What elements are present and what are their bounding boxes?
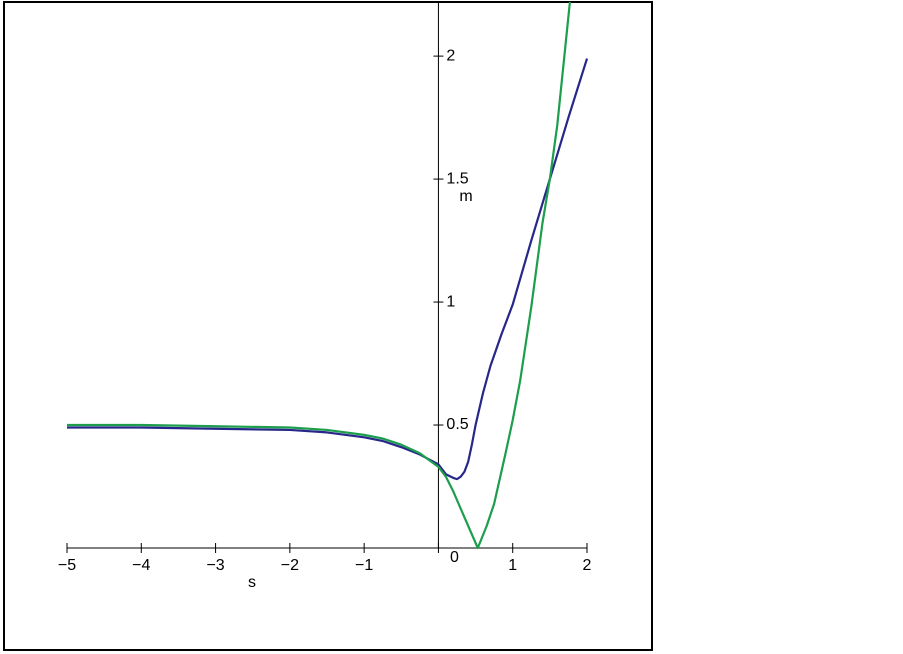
x-tick-label: −3	[206, 557, 224, 574]
x-axis-label: s	[248, 574, 256, 591]
y-tick-label: 2	[446, 47, 455, 64]
x-tick-label: −4	[132, 557, 150, 574]
x-tick-label: −1	[355, 557, 373, 574]
x-tick-label: 1	[508, 557, 517, 574]
plot-frame	[3, 1, 653, 651]
x-tick-label: 2	[583, 557, 592, 574]
x-tick-label: 0	[450, 549, 459, 566]
x-tick-label: −2	[281, 557, 299, 574]
y-tick-label: 1	[446, 293, 455, 310]
line-series	[67, 1, 572, 550]
line-series	[67, 58, 589, 481]
x-tick-label: −5	[58, 557, 76, 574]
y-tick-label: 0.5	[446, 416, 468, 433]
y-tick-label: 1.5	[446, 170, 468, 187]
y-axis-label: m	[459, 188, 472, 205]
